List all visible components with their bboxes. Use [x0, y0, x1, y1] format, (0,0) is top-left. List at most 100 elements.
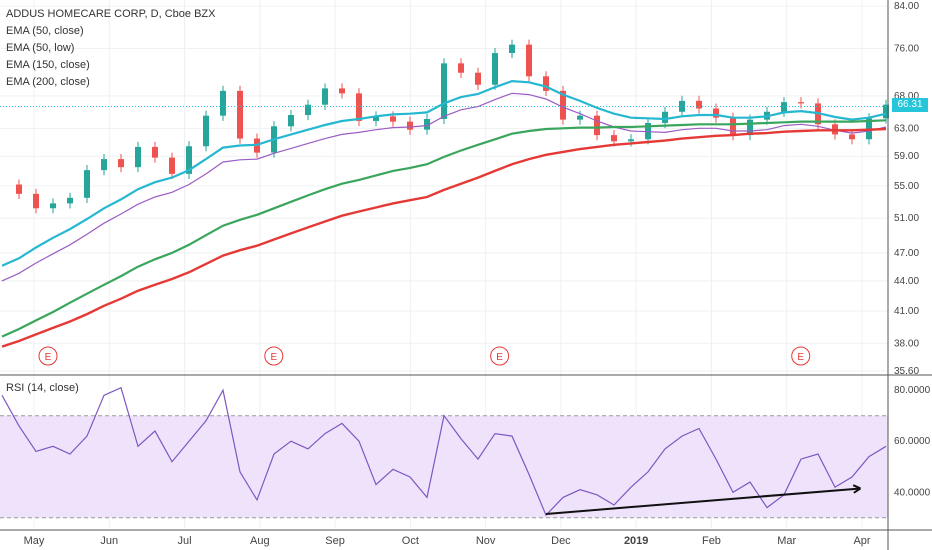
ema200-line	[1, 127, 887, 348]
candle-body	[16, 184, 22, 194]
candle-body	[730, 117, 736, 136]
candle-body	[849, 134, 855, 140]
legend-ema150-close[interactable]: EMA (150, close)	[6, 59, 90, 71]
rsi-legend[interactable]: RSI (14, close)	[6, 382, 79, 394]
candle-body	[611, 135, 617, 142]
candle-body	[84, 170, 90, 198]
rsi-axis-labels: 80.0000 60.0000 40.0000	[894, 385, 931, 498]
ema150-line	[1, 119, 887, 338]
candle-body	[628, 139, 634, 142]
time-tick-label: 2019	[624, 535, 648, 547]
candle-body	[713, 108, 719, 118]
candle-body	[169, 157, 175, 174]
candle-body	[322, 88, 328, 105]
candle-body	[526, 44, 532, 77]
candle-body	[509, 44, 515, 54]
candle-body	[152, 146, 158, 158]
time-tick-label: Dec	[551, 535, 571, 547]
time-tick-label: Sep	[325, 535, 345, 547]
grid-lines	[0, 0, 888, 528]
candle-body	[543, 76, 549, 91]
price-tick-label: 35.60	[894, 366, 919, 377]
legend-ema50-close[interactable]: EMA (50, close)	[6, 25, 84, 37]
candle-body	[458, 63, 464, 73]
rsi-band	[0, 415, 888, 518]
candle-body	[577, 115, 583, 120]
candle-body	[696, 100, 702, 109]
candle-body	[237, 90, 243, 139]
candle-body	[560, 90, 566, 120]
candle-body	[492, 53, 498, 85]
earnings-marker	[490, 346, 510, 366]
time-tick-label: Apr	[853, 535, 870, 547]
time-axis-labels: May Jun Jul Aug Sep Oct Nov Dec 2019 Feb Mar Apr	[24, 535, 871, 547]
rsi-tick-label: 40.0000	[894, 487, 931, 498]
candle-body	[747, 119, 753, 136]
earnings-marker	[791, 346, 811, 366]
candle-body	[339, 88, 345, 94]
earnings-marker	[38, 346, 58, 366]
time-tick-label: Mar	[777, 535, 796, 547]
candle-body	[220, 90, 226, 116]
price-tick-label: 76.00	[894, 44, 919, 55]
price-axis-labels: 84.00 76.00 68.00 63.00 59.00 55.00 51.00 47.00…	[894, 1, 919, 377]
earnings-label: E	[270, 352, 277, 363]
ema-lines	[1, 79, 887, 348]
divergence-arrow	[545, 487, 861, 515]
earnings-label: E	[797, 352, 804, 363]
legend-ema50-low[interactable]: EMA (50, low)	[6, 42, 75, 54]
candle-body	[203, 115, 209, 147]
price-tick-label: 55.00	[894, 181, 919, 192]
rsi-tick-label: 80.0000	[894, 385, 931, 396]
time-tick-label: Nov	[476, 535, 496, 547]
candle-body	[594, 115, 600, 136]
earnings-marker	[264, 346, 284, 366]
legend-ema200-close[interactable]: EMA (200, close)	[6, 76, 90, 88]
indicator-legend: ADDUS HOMECARE CORP, D, Cboe BZX EMA (50…	[6, 6, 215, 91]
price-tick-label: 47.00	[894, 248, 919, 259]
rsi-tick-label: 60.0000	[894, 436, 931, 447]
candle-body	[118, 159, 124, 168]
candle-body	[135, 146, 141, 168]
candle-body	[407, 121, 413, 130]
candle-body	[662, 111, 668, 123]
candle-body	[390, 116, 396, 122]
earnings-label: E	[496, 352, 503, 363]
candle-body	[883, 104, 889, 119]
time-tick-label: Jun	[100, 535, 118, 547]
candle-body	[288, 115, 294, 127]
price-tick-label: 41.00	[894, 306, 919, 317]
candle-body	[33, 193, 39, 209]
candle-body	[798, 102, 804, 104]
ema50_low-line	[1, 92, 887, 282]
candle-body	[424, 118, 430, 130]
candlesticks	[0, 39, 889, 214]
time-tick-label: May	[24, 535, 45, 547]
price-tick-label: 44.00	[894, 276, 919, 287]
divergence-arrow-head	[852, 484, 862, 494]
candle-body	[186, 146, 192, 174]
price-tick-label: 59.00	[894, 151, 919, 162]
price-tick-label: 68.00	[894, 91, 919, 102]
candle-body	[475, 72, 481, 85]
time-tick-label: Feb	[702, 535, 721, 547]
ema50_close-line	[1, 79, 887, 267]
time-tick-label: Aug	[250, 535, 270, 547]
candle-body	[101, 159, 107, 171]
candle-body	[305, 104, 311, 116]
rsi-line	[1, 386, 887, 517]
symbol-title: ADDUS HOMECARE CORP, D, Cboe BZX	[6, 8, 216, 20]
rsi-lines	[1, 386, 887, 517]
time-tick-label: Jul	[178, 535, 192, 547]
price-tick-label: 84.00	[894, 1, 919, 12]
candle-body	[67, 197, 73, 204]
time-tick-label: Oct	[402, 535, 419, 547]
last-price-label: 66.31	[892, 98, 928, 112]
candle-body	[441, 63, 447, 119]
price-tick-label: 51.00	[894, 213, 919, 224]
earnings-label: E	[45, 352, 52, 363]
candle-body	[356, 93, 362, 121]
